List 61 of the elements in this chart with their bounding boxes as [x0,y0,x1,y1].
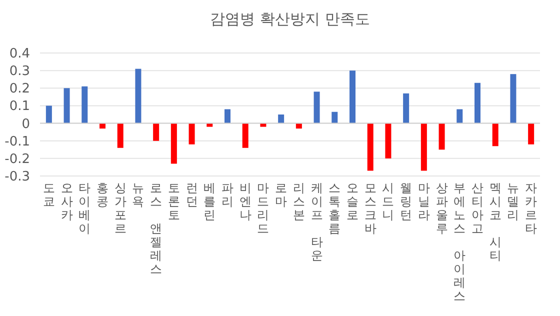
x-tick-label: 리스본 [292,181,305,222]
bar [278,114,284,124]
bar [314,92,320,124]
bar [170,123,177,164]
x-tick-label: 케이프 타운 [310,181,323,262]
y-tick-label: 0.2 [9,82,30,97]
x-tick-label: 멕시코 시티 [489,181,502,262]
y-tick-label: -0.3 [4,170,30,184]
y-tick-label: 0.3 [9,64,30,80]
x-tick-label: 오사카 [60,181,73,222]
bar [438,123,445,150]
bar [492,123,498,146]
bar [135,68,142,124]
x-tick-label: 홍콩 [96,181,108,208]
bar [403,93,410,124]
x-tick-label: 상파울루 [436,181,448,236]
x-tick-label: 마드리드 [257,181,270,236]
x-tick-label: 오슬로 [346,181,358,222]
bar [46,106,52,124]
x-tick-label: 파리 [222,181,234,208]
x-tick-label: 도쿄 [42,181,55,208]
bar [510,74,516,124]
x-tick-label: 웰링턴 [400,181,412,222]
bar [117,123,124,148]
x-tick-label: 로마 [275,181,288,208]
x-tick-label: 자카르타 [525,181,538,236]
bar [456,109,463,124]
x-tick-label: 부에노스 아이레스 [454,181,466,303]
x-tick-label: 뉴델리 [507,181,520,222]
bar [64,88,70,124]
x-tick-label: 스톡홀름 [328,181,341,236]
bar [420,123,427,171]
bar [188,123,195,144]
x-tick-label: 런던 [186,181,198,208]
y-tick-label: -0.2 [4,152,30,167]
bar [153,123,160,141]
x-tick-label: 뉴욕 [132,181,144,208]
x-tick-label: 싱가포르 [114,181,126,236]
x-tick-label: 마닐라 [418,181,430,222]
title: 감염병 확산방지 만족도 [210,10,370,28]
y-tick-label: 0.4 [9,46,30,62]
bar [474,82,480,124]
x-tick-label: 산티아고 [472,181,484,236]
x-tick-label: 시드니 [382,181,394,222]
x-tick-label: 비엔나 [239,181,252,222]
bar [367,123,374,171]
bar [350,70,356,124]
bar [385,123,392,158]
bar [332,112,338,124]
x-tick-label: 베를린 [204,181,216,222]
bar [224,109,230,124]
x-tick-label: 로스 앤젤레스 [150,181,162,276]
y-tick-label: -0.1 [4,134,30,150]
bar [82,86,88,124]
bar [242,123,248,148]
bar [528,123,534,144]
x-tick-label: 모스크바 [364,181,376,236]
x-tick-label: 토론토 [168,181,180,222]
y-tick-label: 0.1 [9,99,30,114]
y-tick-label: 0 [22,116,30,132]
x-tick-label: 타이베이 [78,181,91,236]
